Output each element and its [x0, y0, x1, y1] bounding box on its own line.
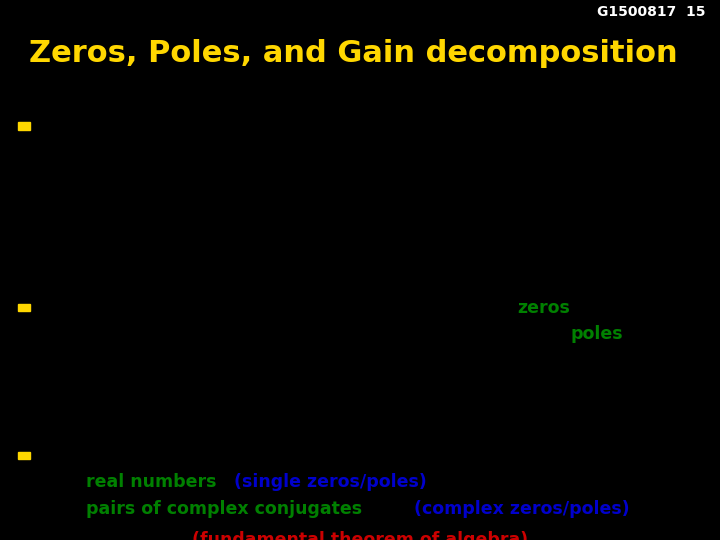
- Text: and the roots of the denominator are called as “: and the roots of the denominator are cal…: [55, 325, 531, 343]
- FancyBboxPatch shape: [18, 304, 30, 311]
- Text: (single zeros/poles): (single zeros/poles): [234, 474, 427, 491]
- Text: real numbers: real numbers: [86, 474, 217, 491]
- FancyBboxPatch shape: [18, 453, 30, 460]
- Text: poles: poles: [571, 325, 624, 343]
- Text: (complex zeros/poles): (complex zeros/poles): [414, 500, 629, 518]
- Text: The roots of the numerator are called as “: The roots of the numerator are called as…: [40, 299, 454, 316]
- Text: or: or: [40, 500, 60, 518]
- Text: The transfer function of  a system with an ODEcan be: The transfer function of a system with a…: [40, 117, 564, 135]
- Text: ”: ”: [571, 299, 582, 316]
- Text: Zeros ($s_{zi}$) and poles ($s_{pi}$) are: Zeros ($s_{zi}$) and poles ($s_{pi}$) ar…: [40, 444, 319, 468]
- Text: (fundamental theorem of algebra): (fundamental theorem of algebra): [192, 531, 528, 540]
- Text: G1500817  15: G1500817 15: [597, 5, 706, 19]
- Text: pairs of complex conjugates: pairs of complex conjugates: [86, 500, 363, 518]
- Text: Zeros, Poles, and Gain decomposition: Zeros, Poles, and Gain decomposition: [29, 39, 678, 68]
- Text: expressed as:: expressed as:: [55, 144, 192, 161]
- FancyBboxPatch shape: [18, 123, 30, 130]
- Text: zeros: zeros: [517, 299, 570, 316]
- Text: $H(s) = \dfrac{b_m \prod_{i=1}^{m}(s - s_{zi})}{a_n \prod_{j=1}^{n}(s - s_{pj})}: $H(s) = \dfrac{b_m \prod_{i=1}^{m}(s - s…: [271, 342, 449, 450]
- Text: ”: ”: [626, 325, 638, 343]
- Text: $H(s) = \dfrac{b_0 + b_1 s + b_2 s^2 + \ldots + b_m s^m}{a_0 - a_1 s + a_2 s^2 +: $H(s) = \dfrac{b_0 + b_1 s + b_2 s^2 + \…: [209, 186, 511, 234]
